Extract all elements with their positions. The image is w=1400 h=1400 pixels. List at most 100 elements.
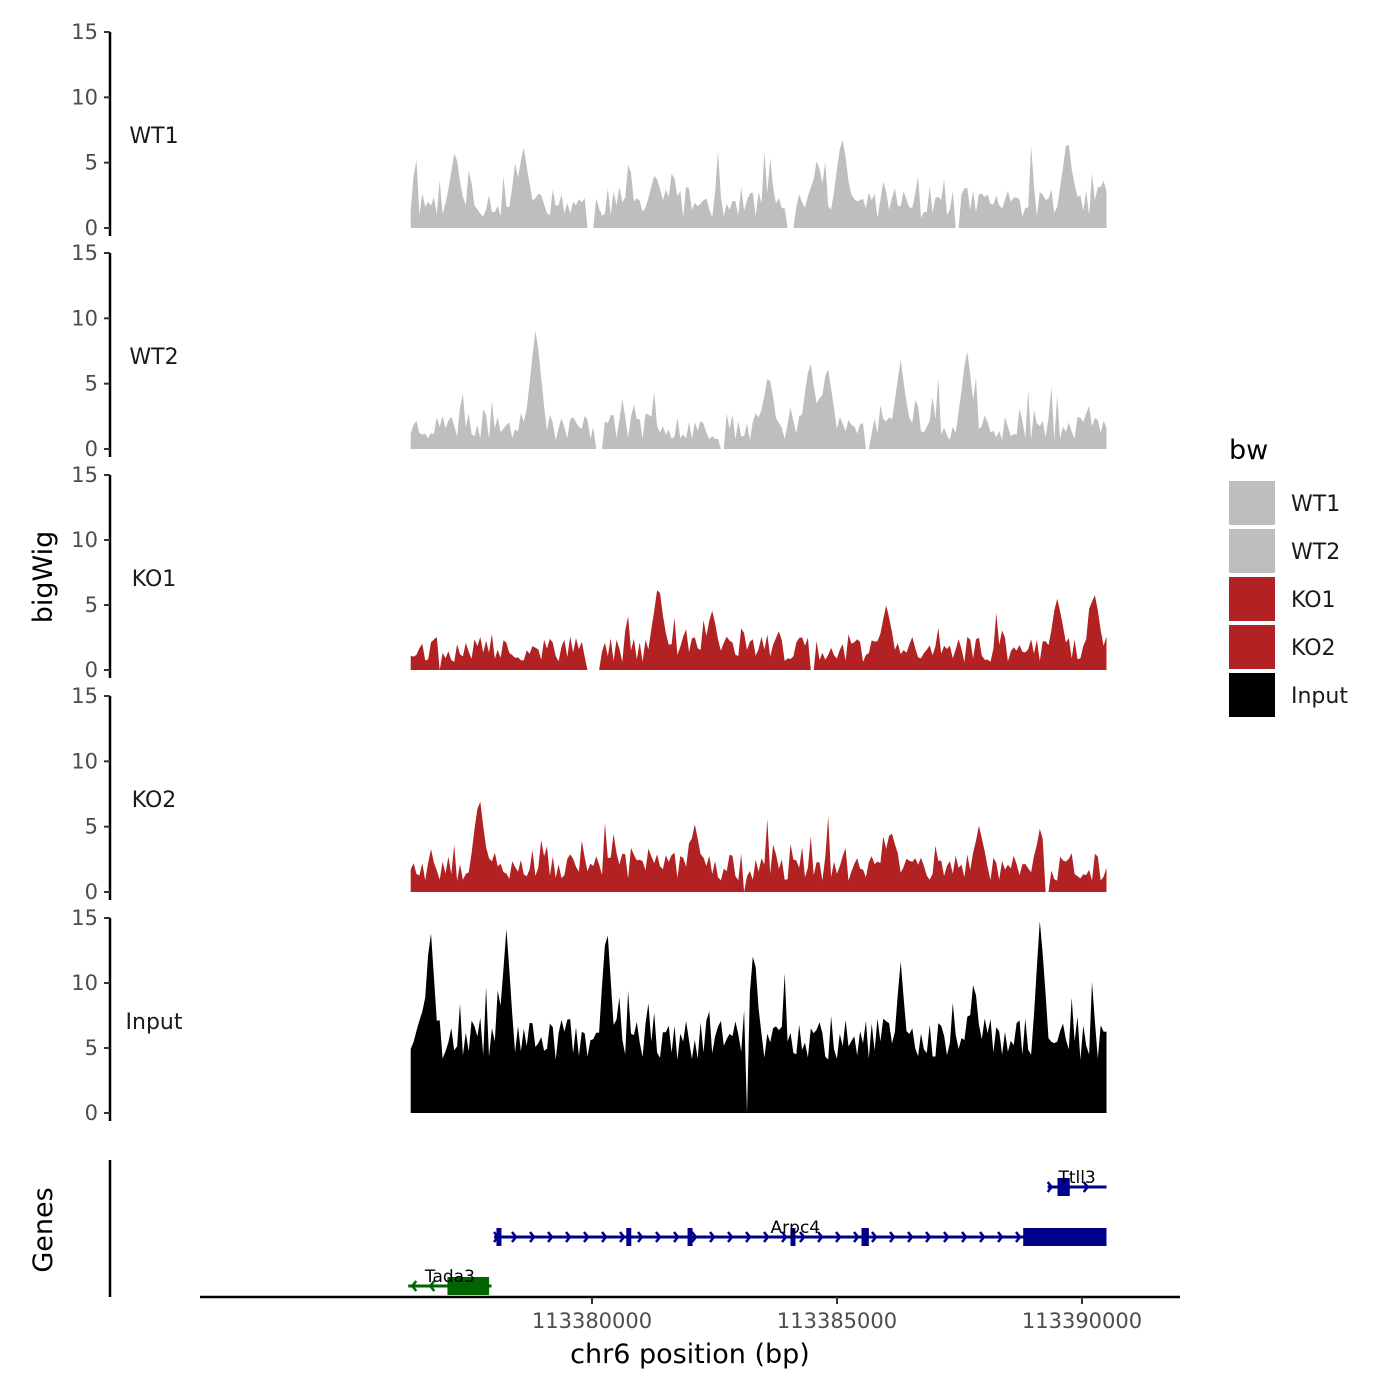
legend: WT1 WT2 KO1 KO2 Input <box>1229 481 1348 717</box>
y-tick-label: 15 <box>71 241 98 265</box>
strand-chevron <box>637 1231 644 1243</box>
x-axis: 113380000 113385000 113390000 <box>200 1295 1180 1333</box>
track-label-wt2: WT2 <box>129 345 178 370</box>
track-ko2: 0 5 10 15 KO2 <box>71 684 1107 904</box>
strand-chevron <box>583 1231 590 1243</box>
strand-chevron <box>655 1231 662 1243</box>
x-tick-label: 113390000 <box>1022 1309 1142 1333</box>
signal-tracks: 0 5 10 15 WT1 0 5 10 15 WT2 0 5 10 15 KO1 0 5 10 15 KO2 0 5 10… <box>71 20 1107 1125</box>
strand-chevron <box>907 1231 914 1243</box>
y-tick-label: 0 <box>85 437 98 461</box>
track-label-input: Input <box>126 1010 183 1035</box>
gene-exon <box>687 1228 693 1246</box>
gene-exon <box>447 1277 490 1295</box>
y-tick-label: 0 <box>85 880 98 904</box>
y-tick-label: 5 <box>85 372 98 396</box>
strand-chevron <box>943 1231 950 1243</box>
legend-key-wt1 <box>1229 481 1275 525</box>
strand-chevron <box>428 1280 436 1292</box>
strand-chevron <box>799 1231 806 1243</box>
strand-chevron <box>511 1231 518 1243</box>
x-axis-title: chr6 position (bp) <box>570 1339 810 1370</box>
strand-chevron <box>691 1231 698 1243</box>
y-tick-label: 5 <box>85 815 98 839</box>
y-tick-label: 10 <box>71 749 98 773</box>
legend-label-input: Input <box>1291 684 1348 709</box>
gene-exon <box>1057 1178 1070 1196</box>
strand-chevron <box>979 1231 986 1243</box>
strand-chevron <box>727 1231 734 1243</box>
gene-arpc4: Arpc4 <box>493 1218 1107 1246</box>
legend-label-wt2: WT2 <box>1291 540 1340 565</box>
coverage-area-ko1 <box>410 590 1107 670</box>
gene-label-arpc4: Arpc4 <box>771 1218 821 1238</box>
y-tick-label: 15 <box>71 463 98 487</box>
strand-chevron <box>1046 1181 1054 1193</box>
strand-chevron <box>853 1231 860 1243</box>
y-tick-label: 10 <box>71 971 98 995</box>
gene-exon <box>1023 1228 1107 1246</box>
strand-chevron <box>1082 1181 1090 1193</box>
strand-chevron <box>1015 1231 1022 1243</box>
legend-key-input <box>1229 673 1275 717</box>
x-tick-label: 113380000 <box>532 1309 652 1333</box>
strand-chevron <box>835 1231 842 1243</box>
strand-chevron <box>781 1231 788 1243</box>
y-tick-label: 5 <box>85 151 98 175</box>
gene-label-tada3: Tada3 <box>424 1267 475 1287</box>
track-label-ko1: KO1 <box>132 567 177 592</box>
y-tick-label: 0 <box>85 1101 98 1125</box>
strand-chevron <box>619 1231 626 1243</box>
track-wt1: 0 5 10 15 WT1 <box>71 20 1107 240</box>
gene-exon <box>790 1228 796 1246</box>
y-tick-label: 15 <box>71 684 98 708</box>
y-tick-label: 15 <box>71 20 98 44</box>
gene-tada3: Tada3 <box>408 1267 492 1295</box>
y-tick-label: 0 <box>85 216 98 240</box>
strand-chevron <box>997 1231 1004 1243</box>
y-tick-label: 5 <box>85 593 98 617</box>
coverage-area-ko2 <box>410 801 1107 892</box>
track-wt2: 0 5 10 15 WT2 <box>71 241 1107 461</box>
strand-chevron <box>961 1231 968 1243</box>
legend-label-ko1: KO1 <box>1291 588 1336 613</box>
y-tick-label: 0 <box>85 658 98 682</box>
strand-chevron <box>925 1231 932 1243</box>
track-input: 0 5 10 15 Input <box>71 906 1107 1125</box>
y-tick-label: 15 <box>71 906 98 930</box>
legend-label-ko2: KO2 <box>1291 636 1336 661</box>
genes-axis-title: Genes <box>28 1187 59 1272</box>
strand-chevron <box>565 1231 572 1243</box>
strand-chevron <box>763 1231 770 1243</box>
gene-ttll3: Ttll3 <box>1046 1168 1107 1196</box>
strand-chevron <box>817 1231 824 1243</box>
track-label-wt1: WT1 <box>129 124 178 149</box>
legend-label-wt1: WT1 <box>1291 492 1340 517</box>
strand-chevron <box>871 1231 878 1243</box>
strand-chevron <box>745 1231 752 1243</box>
strand-chevron <box>673 1231 680 1243</box>
y-tick-label: 10 <box>71 85 98 109</box>
coverage-area-wt1 <box>410 139 1107 228</box>
coverage-area-input <box>410 921 1107 1113</box>
gene-exon <box>626 1228 632 1246</box>
strand-chevron <box>529 1231 536 1243</box>
strand-chevron <box>889 1231 896 1243</box>
x-tick-label: 113385000 <box>777 1309 897 1333</box>
legend-key-ko1 <box>1229 577 1275 621</box>
coverage-area-wt2 <box>410 330 1107 449</box>
gene-label-ttll3: Ttll3 <box>1057 1168 1095 1188</box>
y-axis-title: bigWig <box>28 531 59 624</box>
legend-key-wt2 <box>1229 529 1275 573</box>
strand-chevron <box>601 1231 608 1243</box>
strand-chevron <box>410 1280 418 1292</box>
gene-exon <box>861 1228 869 1246</box>
y-tick-label: 5 <box>85 1036 98 1060</box>
track-ko1: 0 5 10 15 KO1 <box>71 463 1107 682</box>
strand-chevron <box>709 1231 716 1243</box>
legend-key-ko2 <box>1229 625 1275 669</box>
y-tick-label: 10 <box>71 528 98 552</box>
y-tick-label: 10 <box>71 306 98 330</box>
legend-title: bw <box>1229 435 1268 466</box>
